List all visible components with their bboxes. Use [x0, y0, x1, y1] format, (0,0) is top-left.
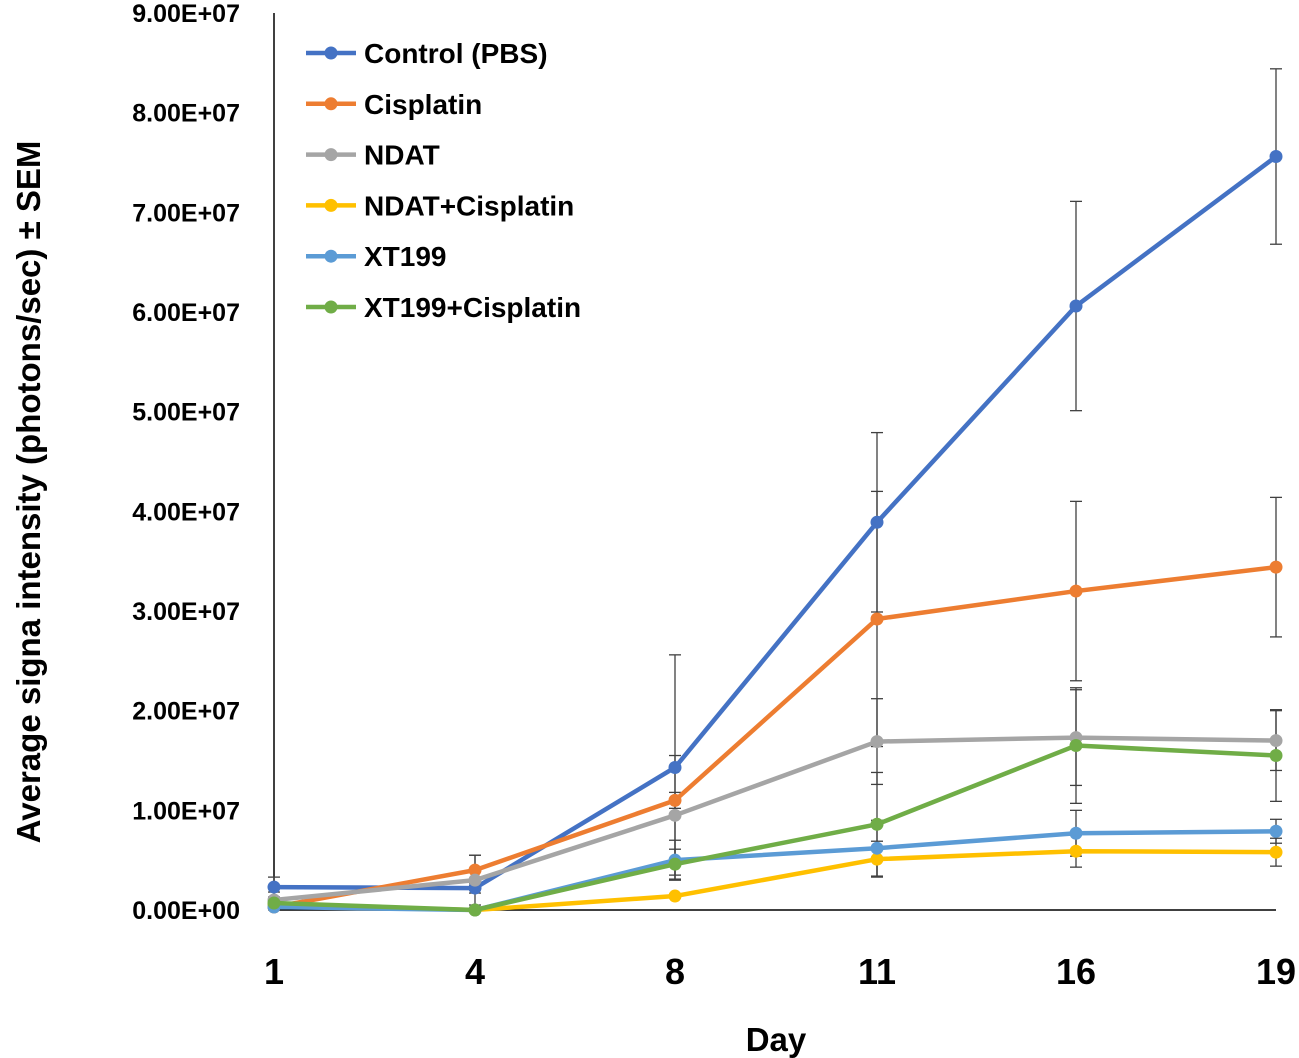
data-point [668, 760, 682, 774]
data-point [468, 903, 482, 917]
data-point [1069, 826, 1083, 840]
legend-swatch-marker [324, 198, 338, 212]
y-tick-label: 7.00E+07 [132, 199, 240, 227]
series-ndat [267, 731, 1283, 907]
x-tick-label: 16 [1056, 951, 1096, 992]
legend-label: XT199 [364, 241, 447, 272]
series-line [273, 743, 1277, 913]
y-tick-labels: 0.00E+00 1.00E+07 2.00E+07 3.00E+07 4.00E+07… [132, 0, 240, 925]
y-tick-label: 3.00E+07 [132, 598, 240, 626]
legend-label: Control (PBS) [364, 38, 548, 69]
y-tick-label: 1.00E+07 [132, 797, 240, 825]
data-point [1069, 844, 1083, 858]
data-point [1069, 299, 1083, 313]
data-point [1069, 584, 1083, 598]
legend-label: XT199+Cisplatin [364, 292, 581, 323]
y-tick-label: 9.00E+07 [132, 0, 240, 28]
legend-swatch-marker [324, 148, 338, 162]
y-axis-title: Average signa intensity (photons/sec) ± … [10, 141, 47, 844]
series-cisplatin [267, 560, 1283, 914]
y-tick-label: 5.00E+07 [132, 399, 240, 427]
series-line [273, 735, 1277, 903]
legend-swatch-marker [324, 300, 338, 314]
data-point [1269, 560, 1283, 574]
x-tick-label: 4 [465, 951, 485, 992]
series-line [273, 154, 1278, 891]
data-point [468, 863, 482, 877]
legend-item: NDAT+Cisplatin [306, 190, 574, 221]
data-point [870, 515, 884, 529]
legend: Control (PBS) Cisplatin NDAT NDAT+Cisplatin… [306, 38, 581, 323]
data-point [1069, 739, 1083, 753]
x-tick-label: 11 [858, 951, 896, 992]
legend-item: Control (PBS) [306, 38, 548, 69]
data-point [668, 808, 682, 822]
series-lines [267, 150, 1283, 917]
legend-swatch-marker [324, 46, 338, 60]
series-line [273, 564, 1277, 910]
legend-swatch-marker [324, 249, 338, 263]
y-tick-label: 4.00E+07 [132, 498, 240, 526]
x-tick-label: 1 [264, 951, 284, 992]
legend-item: NDAT [306, 140, 440, 171]
data-point [668, 857, 682, 871]
legend-item: Cisplatin [306, 89, 482, 120]
data-point [1269, 845, 1283, 859]
data-point [468, 873, 482, 887]
x-tick-label: 8 [665, 951, 685, 992]
legend-label: NDAT [364, 140, 440, 171]
legend-item: XT199+Cisplatin [306, 292, 581, 323]
data-point [870, 735, 884, 749]
y-tick-label: 8.00E+07 [132, 100, 240, 128]
y-tick-label: 6.00E+07 [132, 299, 240, 327]
legend-swatch-marker [324, 97, 338, 111]
series-xt199-cisplatin [267, 739, 1283, 917]
data-point [1269, 150, 1283, 164]
legend-label: NDAT+Cisplatin [364, 190, 574, 221]
y-tick-label: 2.00E+07 [132, 698, 240, 726]
data-point [1269, 749, 1283, 763]
data-point [870, 612, 884, 626]
data-point [870, 817, 884, 831]
data-point [870, 852, 884, 866]
legend-label: Cisplatin [364, 89, 482, 120]
legend-item: XT199 [306, 241, 447, 272]
data-point [1269, 824, 1283, 838]
y-tick-label: 0.00E+00 [132, 897, 240, 925]
x-axis-title: Day [746, 1021, 807, 1058]
data-point [668, 793, 682, 807]
x-tick-labels: 1 4 8 11 16 19 [264, 951, 1296, 992]
data-point [668, 889, 682, 903]
data-point [267, 880, 281, 894]
data-point [870, 841, 884, 855]
data-point [267, 896, 281, 910]
x-tick-label: 19 [1256, 951, 1296, 992]
series-xt199 [267, 824, 1283, 917]
data-point [1269, 734, 1283, 748]
